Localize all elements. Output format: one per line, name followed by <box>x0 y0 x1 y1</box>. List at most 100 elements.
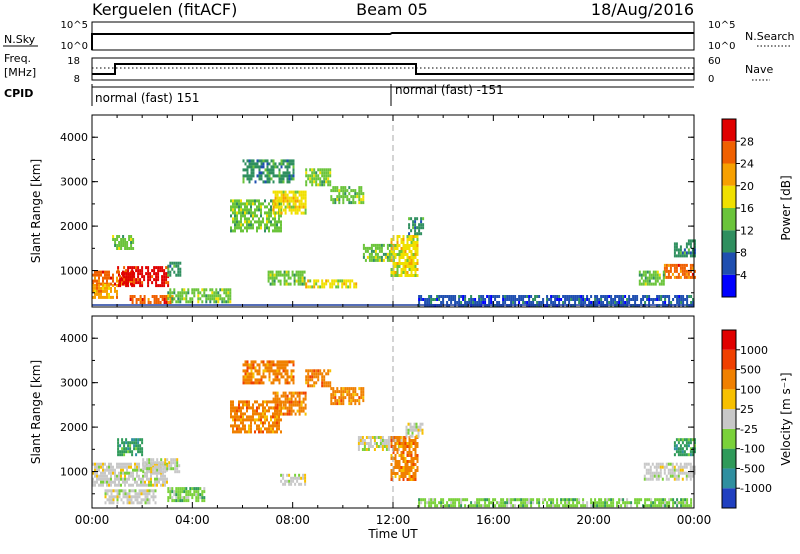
x-axis-label: Time UT <box>367 527 418 541</box>
colorbar-swatch <box>722 468 736 489</box>
power-echo-patch <box>267 270 306 286</box>
velocity-echo-patch <box>418 498 693 508</box>
velocity-colorbar: 1000 500 100 25 -25 -100 -500 -1000 Velocity [m … <box>721 329 793 509</box>
velocity-echo-patch <box>643 462 696 481</box>
nsearch-tick-high: 10^5 <box>708 20 735 31</box>
power-echo-patch <box>663 263 696 279</box>
velocity-colorbar-label: Velocity [m s⁻¹] <box>779 372 793 465</box>
power-echo-patch <box>390 235 419 277</box>
power-colorbar-label: Power [dB] <box>779 175 793 240</box>
velocity-echo-patch <box>242 360 295 385</box>
x-tick-label: 16:00 <box>476 513 511 527</box>
colorbar-swatch <box>722 252 736 275</box>
velocity-echo-patch <box>405 422 424 438</box>
x-tick-label: 00:00 <box>677 513 712 527</box>
cpid-segment-1: normal (fast) 151 <box>95 91 199 105</box>
freq-panel: Freq. [MHz] CPID 18 8 60 0 Nave <box>4 52 773 100</box>
colorbar-tick-label: 16 <box>740 202 754 215</box>
velocity-echo-patch <box>305 369 332 388</box>
colorbar-swatch <box>722 409 736 429</box>
nave-tick-high: 60 <box>708 56 721 67</box>
colorbar-tick-label: 20 <box>740 180 754 193</box>
velocity-y-axis-label: Slant Range [km] <box>29 360 43 464</box>
nsky-tick-low: 10^0 <box>61 41 88 52</box>
colorbar-swatch <box>722 163 736 186</box>
power-echo-patch <box>408 217 425 236</box>
y-tick-label: 4000 <box>60 332 88 345</box>
y-tick-label: 3000 <box>60 377 88 390</box>
colorbar-tick-label: -25 <box>740 423 758 436</box>
colorbar-tick-label: 4 <box>740 269 747 282</box>
velocity-echo-patch <box>230 400 282 434</box>
y-tick-label: 1000 <box>60 265 88 278</box>
colorbar-tick-label: 12 <box>740 224 754 237</box>
power-echo-patch <box>92 283 118 299</box>
power-colorbar: 28 24 20 16 12 8 4 Power [dB] <box>721 118 793 298</box>
cpid-label: CPID <box>4 87 33 100</box>
colorbar-swatch <box>722 230 736 253</box>
station-title: Kerguelen (fitACF) <box>92 0 237 19</box>
power-echo-patch <box>242 159 295 184</box>
colorbar-swatch <box>722 274 736 297</box>
power-echo-patch <box>117 266 170 288</box>
velocity-echo-patch <box>280 473 307 486</box>
cpid-bar: normal (fast) 151 normal (fast) -151 <box>91 83 694 106</box>
velocity-echo-patch <box>142 458 181 474</box>
time-axis: 00:00 04:00 08:00 12:00 16:00 20:00 00:00 Time … <box>75 513 712 541</box>
nsearch-tick-low: 10^0 <box>708 41 735 52</box>
colorbar-tick-label: -100 <box>740 443 765 456</box>
y-tick-label: 2000 <box>60 220 88 233</box>
colorbar-frame <box>721 329 737 509</box>
colorbar-swatch <box>722 389 736 410</box>
colorbar-swatch <box>722 369 736 390</box>
velocity-echo-patch <box>104 489 157 505</box>
velocity-panel: 4000 3000 2000 1000 Slant Range [km] <box>29 315 696 509</box>
colorbar-swatch <box>722 349 736 370</box>
colorbar-swatch <box>722 119 736 142</box>
colorbar-swatch <box>722 330 736 350</box>
colorbar-swatch <box>722 448 736 469</box>
x-tick-label: 04:00 <box>175 513 210 527</box>
freq-tick-high: 18 <box>67 56 80 67</box>
nsky-label: N.Sky <box>4 33 36 46</box>
power-echo-patch <box>112 235 135 250</box>
power-echo-patch <box>305 279 358 289</box>
y-tick-label: 4000 <box>60 131 88 144</box>
power-echo-patch <box>167 261 182 277</box>
colorbar-swatch <box>722 208 736 231</box>
colorbar-tick-label: -1000 <box>740 482 772 495</box>
power-y-axis-label: Slant Range [km] <box>29 159 43 263</box>
x-tick-label: 12:00 <box>376 513 411 527</box>
velocity-echo-patch <box>92 462 168 487</box>
power-echo-patch <box>167 288 232 304</box>
power-echo-patch <box>638 270 665 286</box>
beam-title: Beam 05 <box>356 0 428 19</box>
velocity-echo-patch <box>167 487 206 503</box>
power-echo-patch <box>362 243 395 262</box>
colorbar-swatch <box>722 488 736 508</box>
colorbar-swatch <box>722 428 736 449</box>
colorbar-tick-label: 1000 <box>740 344 768 357</box>
power-echo-patch <box>673 239 696 258</box>
colorbar-tick-label: 24 <box>740 158 754 171</box>
y-tick-label: 2000 <box>60 421 88 434</box>
power-echo-patch <box>230 199 282 233</box>
colorbar-tick-label: -500 <box>740 462 765 475</box>
power-echo-patch <box>305 168 332 187</box>
colorbar-tick-label: 25 <box>740 403 754 416</box>
power-panel: 4000 3000 2000 1000 Slant Range [km] <box>29 114 696 308</box>
y-tick-label: 3000 <box>60 176 88 189</box>
velocity-echo-patch <box>390 436 419 481</box>
nsky-tick-high: 10^5 <box>61 20 88 31</box>
x-tick-label: 20:00 <box>576 513 611 527</box>
velocity-echo-patch <box>117 438 144 457</box>
x-tick-label: 00:00 <box>75 513 110 527</box>
colorbar-swatch <box>722 185 736 208</box>
freq-tick-low: 8 <box>74 74 80 85</box>
nsearch-label: N.Search <box>745 30 795 43</box>
power-echo-patch <box>129 295 174 304</box>
colorbar-tick-label: 500 <box>740 364 761 377</box>
nave-tick-low: 0 <box>708 74 714 85</box>
cpid-segment-2: normal (fast) -151 <box>395 83 504 97</box>
